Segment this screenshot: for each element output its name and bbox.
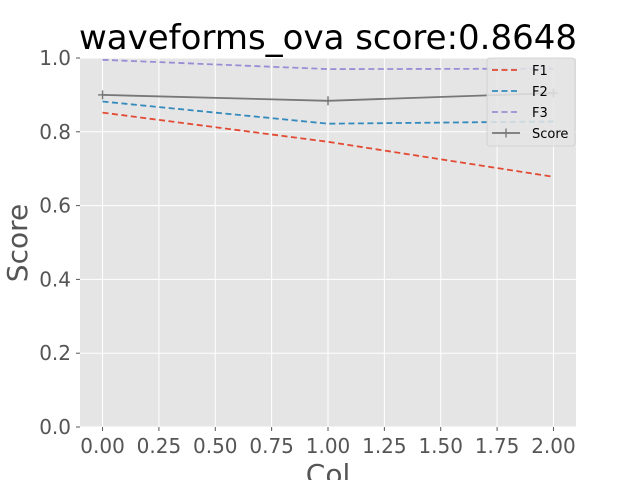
x-tick-labels: 0.00 0.25 0.50 0.75 1.00 1.25 1.50 1.75 2.00 (80, 427, 576, 458)
y-tick-label: 0.0 (39, 415, 71, 439)
x-tick-label: 1.75 (475, 434, 520, 458)
legend-entry-f3: F3 (492, 106, 548, 121)
x-tick-label: 0.00 (80, 434, 125, 458)
y-tick-label: 0.8 (39, 120, 71, 144)
legend-entry-f1: F1 (492, 64, 548, 79)
chart-title: waveforms_ova score:0.8648 (79, 18, 577, 58)
y-tick-label: 0.6 (39, 194, 71, 218)
data-point-score (323, 96, 333, 106)
legend-box (486, 57, 576, 147)
y-axis-label: Score (1, 204, 34, 282)
legend-label: F2 (532, 85, 548, 100)
legend-label: F3 (532, 106, 548, 121)
legend-label: F1 (532, 64, 548, 79)
y-tick-label: 0.2 (39, 341, 71, 365)
x-tick-label: 0.75 (249, 434, 294, 458)
data-point-score (98, 90, 108, 100)
x-tick-label: 1.50 (418, 434, 463, 458)
x-tick-label: 1.25 (362, 434, 407, 458)
y-tick-label: 1.0 (39, 46, 71, 70)
series-line-f3 (102, 58, 554, 71)
y-tick-label: 0.4 (39, 267, 71, 291)
x-tick-label: 0.25 (137, 434, 182, 458)
y-tick-labels: 0.0 0.2 0.4 0.6 0.8 1.0 (39, 46, 80, 439)
legend-label: Score (532, 127, 568, 142)
x-tick-label: 1.00 (306, 434, 351, 458)
x-tick-label: 0.50 (193, 434, 238, 458)
legend: F1 F2 F3 Score (486, 57, 576, 147)
legend-entry-f2: F2 (492, 85, 548, 100)
x-tick-label: 2.00 (531, 434, 576, 458)
x-axis-label: Col (306, 458, 350, 480)
legend-entry-score: Score (492, 127, 568, 142)
